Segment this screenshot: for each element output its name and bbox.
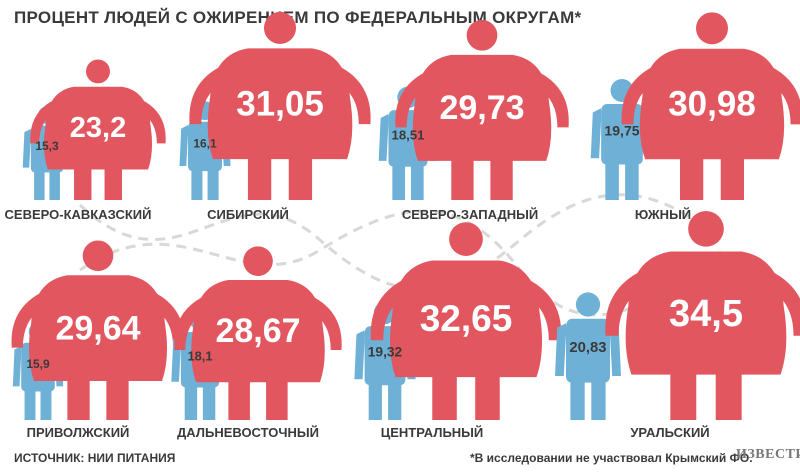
female-figure-0 (30, 59, 166, 200)
region-label-4: ПРИВОЛЖСКИЙ (27, 425, 130, 440)
men-value-label-5: 18,1 (187, 349, 212, 364)
male-figure-7 (555, 292, 621, 420)
women-value-label-6: 32,65 (420, 298, 513, 339)
women-value-label-1: 31,05 (236, 84, 324, 123)
region-label-3: ЮЖНЫЙ (635, 207, 691, 222)
region-label-0: СЕВЕРО-КАВКАЗСКИЙ (5, 207, 152, 222)
female-figure-1 (189, 11, 371, 200)
region-label-1: СИБИРСКИЙ (207, 207, 289, 222)
men-value-label-1: 16,1 (193, 136, 217, 150)
men-value-label-7: 20,83 (569, 340, 606, 356)
women-value-label-3: 30,98 (668, 85, 756, 124)
men-value-label-2: 18,51 (391, 127, 424, 142)
female-figure-2 (395, 19, 569, 200)
female-figure-7 (605, 211, 800, 420)
men-value-label-3: 19,75 (604, 122, 639, 138)
men-value-label-4: 15,9 (26, 357, 50, 371)
footnote: *В исследовании не участвовал Крымский Ф… (470, 451, 753, 465)
women-value-label-4: 29,64 (55, 309, 140, 347)
women-value-label-2: 29,73 (439, 89, 524, 127)
women-value-label-7: 34,5 (669, 293, 743, 335)
dashed-connector (78, 193, 721, 317)
region-label-7: УРАЛЬСКИЙ (630, 425, 709, 440)
women-value-label-5: 28,67 (215, 312, 300, 350)
men-value-label-0: 15,3 (35, 139, 59, 153)
female-figure-5 (174, 246, 342, 420)
chart-title: ПРОЦЕНТ ЛЮДЕЙ С ОЖИРЕНИЕМ ПО ФЕДЕРАЛЬНЫМ… (14, 8, 582, 27)
region-label-2: СЕВЕРО-ЗАПАДНЫЙ (402, 207, 538, 222)
izvestia-logo: ИЗВЕСТИЯ (736, 447, 800, 462)
source-note: ИСТОЧНИК: НИИ ПИТАНИЯ (14, 451, 176, 465)
region-label-5: ДАЛЬНЕВОСТОЧНЫЙ (177, 425, 319, 440)
region-label-6: ЦЕНТРАЛЬНЫЙ (381, 425, 484, 440)
female-figure-3 (621, 12, 800, 200)
men-value-label-6: 19,32 (368, 345, 403, 360)
women-value-label-0: 23,2 (70, 112, 126, 144)
female-figure-6 (370, 222, 562, 420)
